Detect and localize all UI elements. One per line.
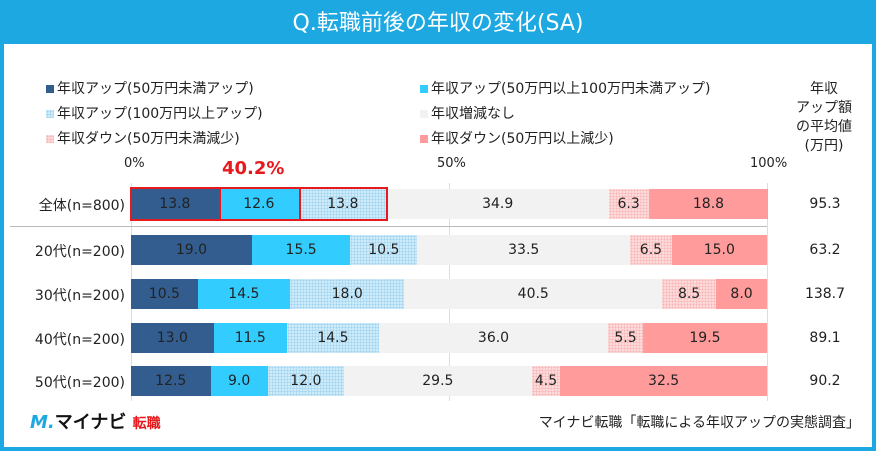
bar-segment: 40.5 [404, 279, 663, 309]
bar-segment: 33.5 [417, 235, 631, 265]
legend-label: 年収ダウン(50万円以上減少) [431, 131, 614, 147]
bar-segment: 10.5 [131, 279, 198, 309]
bar-segment: 34.9 [386, 189, 609, 219]
tick-label: 0% [124, 156, 145, 171]
legend-item: 年収アップ(50万円未満アップ) [46, 78, 254, 98]
bar-segment: 4.5 [531, 366, 561, 396]
avg-value: 89.1 [809, 330, 841, 346]
bar-segment: 14.5 [286, 323, 380, 353]
bar-segment: 10.5 [350, 235, 418, 265]
avg-value: 138.7 [804, 286, 846, 302]
row-label: 20代(n=200) [34, 244, 125, 260]
bar-segment: 14.5 [197, 279, 290, 309]
bar-segment: 6.3 [608, 189, 649, 219]
mynavi-logo: M.マイナビ 転職 [30, 408, 161, 434]
avg-header-line: (万円) [804, 138, 844, 154]
legend-item: 年収アップ(50万円以上100万円未満アップ) [420, 78, 710, 98]
bar-segment: 15.0 [671, 235, 767, 265]
legend-swatch [420, 110, 428, 118]
source-note: マイナビ転職「転職による年収アップの実態調査」 [538, 415, 860, 431]
bar-segment: 9.0 [210, 366, 268, 396]
chart-title: Q.転職前後の年収の変化(SA) [4, 4, 872, 44]
legend-label: 年収アップ(100万円以上アップ) [57, 106, 263, 122]
legend-label: 年収アップ(50万円以上100万円未満アップ) [431, 81, 711, 97]
logo-sub: 転職 [132, 416, 161, 432]
legend-item: 年収アップ(100万円以上アップ) [46, 103, 263, 123]
row-label: 全体(n=800) [38, 198, 125, 214]
avg-value: 95.3 [809, 196, 841, 212]
avg-value: 63.2 [809, 242, 841, 258]
bar-segment: 19.5 [642, 323, 767, 353]
avg-header-line: の平均値 [796, 119, 852, 135]
legend-label: 年収ダウン(50万円未満減少) [57, 131, 240, 147]
legend-swatch [420, 85, 428, 93]
bar-segment: 5.5 [608, 323, 643, 353]
legend-swatch [420, 135, 428, 143]
avg-value: 90.2 [809, 373, 841, 389]
bar-segment: 8.0 [716, 279, 767, 309]
avg-header: 年収 アップ額 の平均値 (万円) [788, 80, 860, 156]
divider [10, 226, 767, 227]
legend-item: 年収ダウン(50万円未満減少) [46, 128, 240, 148]
legend-item: 年収増減なし [420, 103, 515, 123]
logo-mark: M. [30, 412, 55, 433]
logo-name: マイナビ [54, 412, 127, 433]
row-label: 50代(n=200) [34, 375, 125, 391]
bar-segment: 12.5 [131, 366, 211, 396]
avg-header-line: 年収 [810, 81, 838, 97]
tick-label: 50% [437, 156, 466, 171]
legend-swatch [46, 110, 54, 118]
bar-segment: 8.5 [662, 279, 717, 309]
legend-label: 年収増減なし [431, 106, 515, 122]
bar-segment: 32.5 [560, 366, 767, 396]
row-label: 30代(n=200) [34, 288, 125, 304]
legend-swatch [46, 135, 54, 143]
avg-header-line: アップ額 [796, 100, 852, 116]
legend-item: 年収ダウン(50万円以上減少) [420, 128, 614, 148]
bar-segment: 18.8 [648, 189, 769, 219]
legend-swatch [46, 85, 54, 93]
bar-segment: 29.5 [344, 366, 532, 396]
bar-segment: 36.0 [379, 323, 608, 353]
bar-segment: 13.0 [131, 323, 214, 353]
gridline [767, 183, 768, 401]
tick-label: 100% [750, 156, 788, 171]
bar-segment: 6.5 [630, 235, 672, 265]
highlight-total-up: 40.2% [222, 158, 285, 179]
highlight-box [130, 187, 388, 221]
row-label: 40代(n=200) [34, 332, 125, 348]
bar-segment: 18.0 [290, 279, 405, 309]
bar-segment: 11.5 [213, 323, 287, 353]
legend-label: 年収アップ(50万円未満アップ) [57, 81, 254, 97]
bar-segment: 12.0 [267, 366, 345, 396]
bar-segment: 19.0 [131, 235, 252, 265]
bar-segment: 15.5 [251, 235, 351, 265]
